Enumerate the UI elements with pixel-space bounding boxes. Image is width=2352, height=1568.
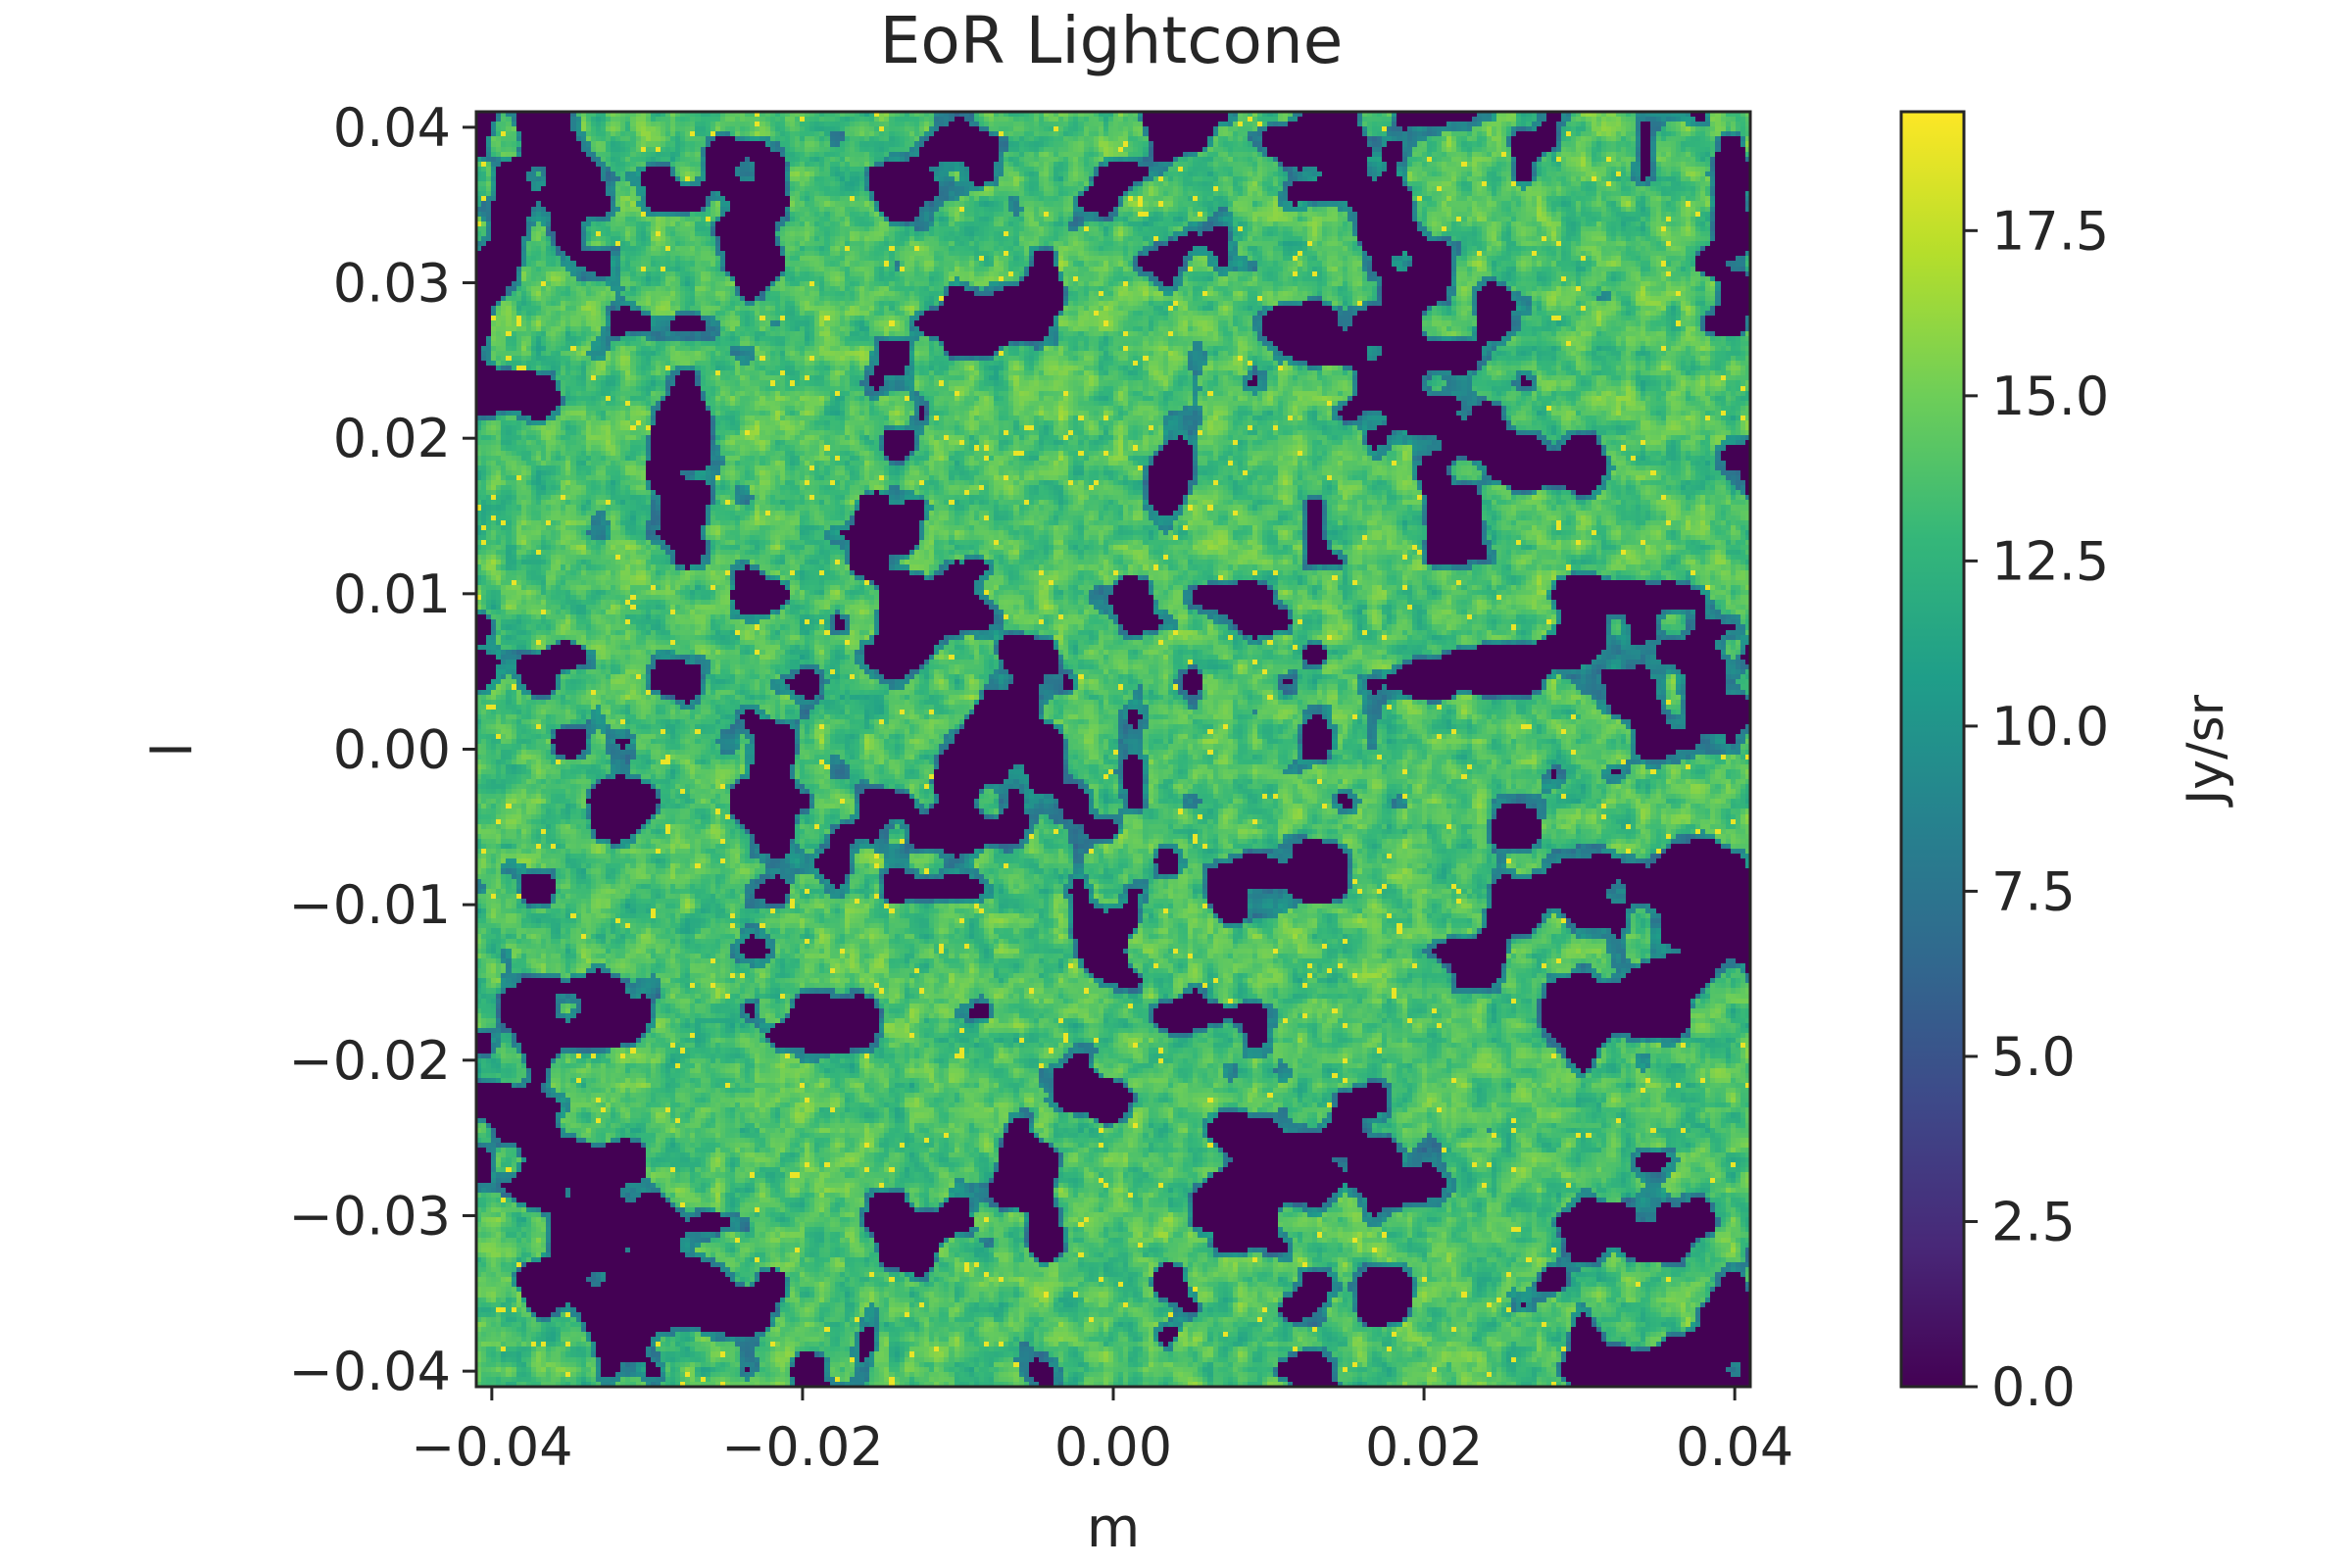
x-tick-label: 0.02 [1365, 1416, 1483, 1478]
x-tick-label: 0.04 [1676, 1416, 1793, 1478]
heatmap-image [476, 112, 1750, 1387]
y-tick-label: 0.02 [333, 408, 451, 469]
colorbar-tick-label: 2.5 [1991, 1191, 2076, 1252]
y-axis-label: l [141, 742, 205, 758]
y-tick-label: 0.01 [333, 564, 451, 625]
y-tick-label: 0.04 [333, 97, 451, 159]
colorbar-tick-label: 17.5 [1991, 200, 2109, 262]
y-tick-label: −0.02 [289, 1030, 451, 1092]
x-tick-label: 0.00 [1054, 1416, 1172, 1478]
y-tick-label: −0.01 [289, 874, 451, 936]
colorbar-tick-label: 10.0 [1991, 696, 2109, 758]
y-tick-label: −0.04 [289, 1341, 451, 1402]
y-tick-label: 0.00 [333, 719, 451, 781]
colorbar-tick-label: 7.5 [1991, 860, 2076, 922]
colorbar-tick-label: 5.0 [1991, 1026, 2076, 1088]
colorbar-gradient [1899, 110, 1966, 1389]
x-tick-label: −0.04 [411, 1416, 572, 1478]
plot-area [474, 110, 1752, 1389]
colorbar-tick-label: 15.0 [1991, 366, 2109, 427]
y-tick-label: 0.03 [333, 253, 451, 315]
chart-title: EoR Lightcone [880, 3, 1344, 78]
x-tick-label: −0.02 [721, 1416, 883, 1478]
colorbar-tick-label: 0.0 [1991, 1356, 2076, 1418]
x-axis-label: m [1087, 1496, 1141, 1560]
x-axis: −0.04 −0.02 0.00 0.02 0.04 [411, 1387, 1793, 1478]
colorbar-label: Jy/sr [2177, 694, 2235, 808]
colorbar-tick-label: 12.5 [1991, 530, 2109, 592]
colorbar: 0.0 2.5 5.0 7.5 10.0 12.5 15.0 17.5 Jy/sr [1899, 110, 2235, 1418]
y-axis: 0.04 0.03 0.02 0.01 0.00 −0.01 −0.02 −0.03 −0.04 [289, 97, 476, 1402]
y-tick-label: −0.03 [289, 1185, 451, 1247]
colorbar-ticks: 0.0 2.5 5.0 7.5 10.0 12.5 15.0 17.5 [1964, 200, 2109, 1418]
